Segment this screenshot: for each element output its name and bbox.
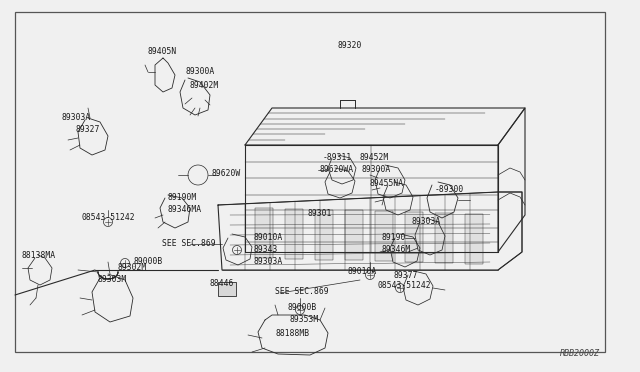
Text: 89301: 89301 bbox=[308, 208, 332, 218]
Text: 89303A: 89303A bbox=[62, 113, 92, 122]
Bar bbox=[375, 211, 393, 261]
Bar bbox=[435, 213, 453, 263]
Bar bbox=[255, 208, 273, 258]
Text: 89190M: 89190M bbox=[168, 192, 197, 202]
Text: -89300: -89300 bbox=[435, 186, 464, 195]
Text: 89190: 89190 bbox=[382, 232, 406, 241]
Bar bbox=[345, 211, 363, 260]
Bar bbox=[315, 209, 333, 260]
Text: RBB2000Z: RBB2000Z bbox=[560, 349, 600, 358]
Text: 89327: 89327 bbox=[75, 125, 99, 135]
Text: 89452M: 89452M bbox=[360, 153, 389, 161]
Text: 89455NA: 89455NA bbox=[370, 180, 404, 189]
Text: 88188MB: 88188MB bbox=[275, 330, 309, 339]
Text: 89303M: 89303M bbox=[98, 276, 127, 285]
Text: 89303A: 89303A bbox=[412, 218, 441, 227]
Text: 89302M: 89302M bbox=[118, 263, 147, 273]
Text: -89311: -89311 bbox=[323, 153, 352, 161]
Text: 08543-51242: 08543-51242 bbox=[378, 282, 431, 291]
Text: 89300A: 89300A bbox=[185, 67, 214, 77]
Text: 88446: 88446 bbox=[210, 279, 234, 289]
Text: 89010A: 89010A bbox=[348, 267, 377, 276]
Text: SEE SEC.869: SEE SEC.869 bbox=[275, 286, 328, 295]
Text: 89620WA: 89620WA bbox=[320, 166, 354, 174]
Text: 89377: 89377 bbox=[394, 272, 419, 280]
Bar bbox=[465, 214, 483, 264]
Text: 89620W: 89620W bbox=[212, 169, 241, 177]
Text: 89000B: 89000B bbox=[288, 304, 317, 312]
Text: 89346M: 89346M bbox=[382, 244, 412, 253]
Text: 89300A: 89300A bbox=[362, 166, 391, 174]
Text: 89353M: 89353M bbox=[290, 315, 319, 324]
Text: 89000B: 89000B bbox=[133, 257, 163, 266]
Text: 88138MA: 88138MA bbox=[22, 250, 56, 260]
Text: 89303A: 89303A bbox=[253, 257, 282, 266]
Text: SEE SEC.869: SEE SEC.869 bbox=[162, 240, 216, 248]
Text: 89405N: 89405N bbox=[148, 48, 177, 57]
Text: 08543-51242: 08543-51242 bbox=[82, 214, 136, 222]
Text: 89402M: 89402M bbox=[190, 80, 220, 90]
Bar bbox=[405, 212, 423, 262]
Text: 89010A: 89010A bbox=[253, 232, 282, 241]
Bar bbox=[285, 209, 303, 259]
Text: 89320: 89320 bbox=[338, 42, 362, 51]
Text: 89346MA: 89346MA bbox=[168, 205, 202, 214]
Bar bbox=[218, 282, 236, 296]
Text: 89343: 89343 bbox=[253, 244, 277, 253]
